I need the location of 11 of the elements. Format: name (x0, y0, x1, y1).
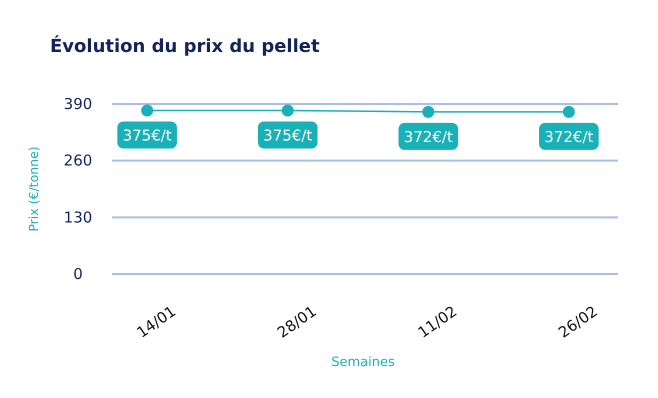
data-label: 372€/t (404, 128, 453, 146)
data-label: 375€/t (263, 126, 312, 145)
chart-title: Évolution du prix du pellet (50, 35, 320, 57)
y-tick-label: 260 (64, 152, 92, 170)
x-axis-title: Semaines (331, 355, 395, 370)
y-tick-label: 390 (64, 95, 92, 113)
y-tick-label: 0 (73, 265, 83, 283)
data-label: 375€/t (122, 126, 172, 145)
y-tick-label: 130 (64, 208, 92, 226)
y-axis-title: Prix (€/tonne) (26, 146, 41, 232)
data-label: 372€/t (544, 128, 594, 146)
